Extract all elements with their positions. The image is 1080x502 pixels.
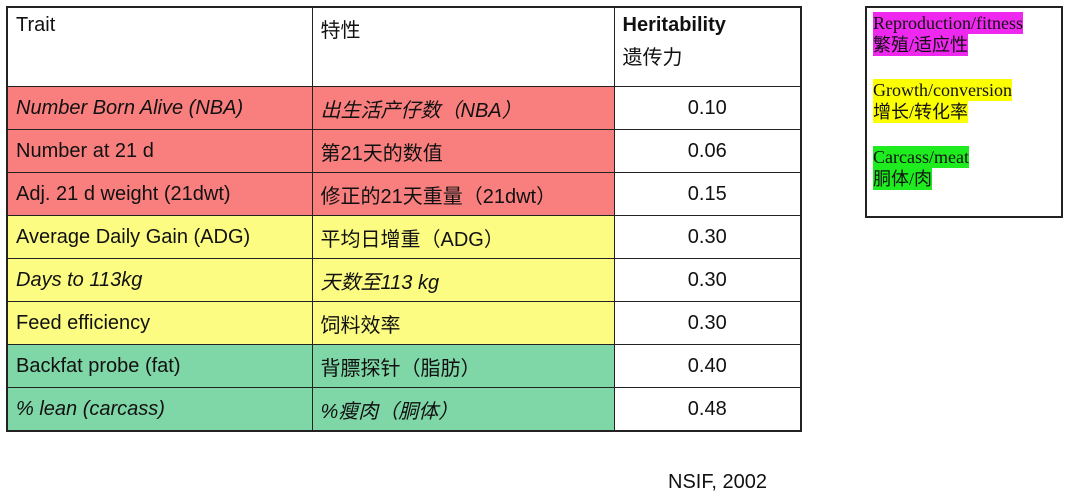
heritability-value: 0.15 (613, 172, 802, 216)
header-heritability-cn: 遗传力 (622, 47, 683, 69)
legend-label-en: Carcass/meat (873, 146, 969, 168)
header-heritability: Heritability 遗传力 (613, 6, 802, 87)
trait-name-cn: 出生活产仔数（NBA） (311, 86, 615, 130)
legend-item-reproduction: Reproduction/fitness 繁殖/适应性 (873, 12, 1055, 56)
table-row: Number at 21 d 第21天的数值 0.06 (6, 129, 802, 173)
table-row: Adj. 21 d weight (21dwt) 修正的21天重量（21dwt）… (6, 172, 802, 216)
heritability-value: 0.30 (613, 215, 802, 259)
trait-name: % lean (carcass) (6, 387, 313, 432)
table-row: Number Born Alive (NBA) 出生活产仔数（NBA） 0.10 (6, 86, 802, 130)
header-trait: Trait (6, 6, 313, 87)
legend-item-carcass: Carcass/meat 胴体/肉 (873, 146, 1055, 190)
trait-name: Number at 21 d (6, 129, 313, 173)
heritability-table: Trait 特性 Heritability 遗传力 Number Born Al… (6, 6, 802, 432)
table-header-row: Trait 特性 Heritability 遗传力 (6, 6, 802, 87)
trait-name-cn: 第21天的数值 (311, 129, 615, 173)
header-trait-cn: 特性 (311, 6, 615, 87)
trait-name: Adj. 21 d weight (21dwt) (6, 172, 313, 216)
trait-name-cn: 天数至113 kg (311, 258, 615, 302)
table-row: % lean (carcass) %瘦肉（胴体） 0.48 (6, 387, 802, 432)
heritability-value: 0.06 (613, 129, 802, 173)
heritability-value: 0.40 (613, 344, 802, 388)
trait-name: Feed efficiency (6, 301, 313, 345)
heritability-value: 0.10 (613, 86, 802, 130)
trait-name: Backfat probe (fat) (6, 344, 313, 388)
trait-name: Number Born Alive (NBA) (6, 86, 313, 130)
legend-label-cn: 增长/转化率 (873, 101, 969, 123)
header-heritability-en: Heritability (622, 14, 726, 36)
legend-label-en: Reproduction/fitness (873, 12, 1023, 34)
legend-label-en: Growth/conversion (873, 79, 1012, 101)
legend-item-growth: Growth/conversion 增长/转化率 (873, 79, 1055, 123)
color-legend: Reproduction/fitness 繁殖/适应性 Growth/conve… (865, 6, 1063, 218)
legend-label-cn: 胴体/肉 (873, 168, 933, 190)
heritability-value: 0.30 (613, 258, 802, 302)
table-row: Feed efficiency 饲料效率 0.30 (6, 301, 802, 345)
table-row: Average Daily Gain (ADG) 平均日增重（ADG） 0.30 (6, 215, 802, 259)
table-row: Days to 113kg 天数至113 kg 0.30 (6, 258, 802, 302)
legend-label-cn: 繁殖/适应性 (873, 34, 969, 56)
trait-name: Average Daily Gain (ADG) (6, 215, 313, 259)
trait-name: Days to 113kg (6, 258, 313, 302)
heritability-value: 0.48 (613, 387, 802, 432)
trait-name-cn: 平均日增重（ADG） (311, 215, 615, 259)
trait-name-cn: 背膘探针（脂肪） (311, 344, 615, 388)
trait-name-cn: %瘦肉（胴体） (311, 387, 615, 432)
trait-name-cn: 修正的21天重量（21dwt） (311, 172, 615, 216)
trait-name-cn: 饲料效率 (311, 301, 615, 345)
table-row: Backfat probe (fat) 背膘探针（脂肪） 0.40 (6, 344, 802, 388)
source-citation: NSIF, 2002 (668, 471, 767, 493)
heritability-value: 0.30 (613, 301, 802, 345)
